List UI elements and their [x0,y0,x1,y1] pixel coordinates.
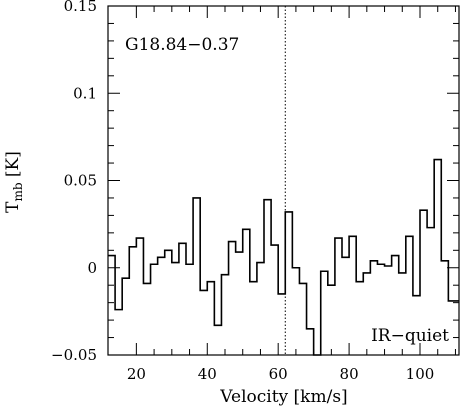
class-annotation: IR−quiet [371,326,449,346]
y-axis-label-sub: mb [11,182,25,201]
y-tick-label: 0.15 [64,0,97,15]
y-tick-label: 0 [87,259,97,277]
y-tick-labels: −0.05 0 0.05 0.1 0.15 [51,0,97,364]
y-axis-label-unit: [K] [3,151,23,182]
y-tick-label: −0.05 [51,346,97,364]
x-tick-label: 20 [127,365,146,383]
x-axis-label: Velocity [km/s] [219,387,347,407]
spectrum-line [108,158,459,356]
x-tick-labels: 20 40 60 80 100 [127,365,435,383]
x-tick-label: 100 [406,365,435,383]
source-name-annotation: G18.84−0.37 [125,35,239,55]
x-tick-label: 60 [269,365,288,383]
y-tick-label: 0.05 [64,172,97,190]
x-tick-label: 80 [340,365,359,383]
y-tick-label: 0.1 [73,84,97,102]
plot-frame [107,5,460,356]
x-tick-label: 40 [198,365,217,383]
y-axis-label-main: T [3,201,23,213]
grid-ticks [108,5,459,356]
y-axis-label: Tmb [K] [3,151,25,213]
